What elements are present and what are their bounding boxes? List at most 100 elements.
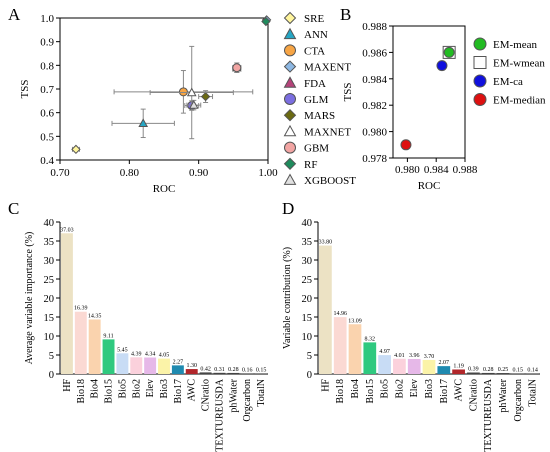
- y-tick-label: 0.5: [40, 131, 54, 143]
- legend-label-rf: RF: [304, 159, 317, 171]
- bar-bio3: [158, 358, 170, 374]
- chart-b-ensemble-roc-tss: 0.978 0.980 0.982 0.984 0.986 0.988 0.980 0.984…: [342, 21, 546, 192]
- y-tick-label: 0: [307, 370, 312, 381]
- legend-label-fda: FDA: [304, 78, 326, 90]
- y-tick-label: 25: [302, 275, 313, 286]
- category-label: CNratio: [201, 379, 212, 411]
- bar-awc: [452, 369, 465, 374]
- x-tick-label: 0.70: [50, 167, 70, 179]
- category-label: Bio18: [335, 379, 346, 403]
- bar-value-label: 9.11: [103, 333, 113, 339]
- y-axis-label: TSS: [19, 80, 31, 99]
- point-gbm: [232, 63, 242, 73]
- bar-hf: [319, 245, 332, 374]
- legend-marker-fda: [283, 76, 297, 88]
- bar-value-label: 0.15: [256, 367, 267, 373]
- bar-value-label: 4.01: [394, 353, 405, 359]
- plot-frame: [59, 17, 269, 161]
- bar-value-label: 1.30: [186, 363, 197, 369]
- bar-value-label: 5.45: [117, 347, 128, 353]
- y-tick-label: 25: [44, 275, 55, 286]
- x-tick-label: 0.90: [189, 167, 209, 179]
- bar-phwater: [227, 372, 240, 374]
- legend-label-mars: MARS: [304, 110, 335, 122]
- bar-bio2: [130, 357, 143, 374]
- bar-bio17: [171, 365, 184, 374]
- category-label: phWater: [228, 378, 239, 412]
- category-label: Bio3: [424, 379, 435, 398]
- y-tick-label: 5: [49, 351, 54, 362]
- bar-textureusda: [481, 372, 495, 374]
- point-em-ca: [436, 60, 448, 72]
- legend-label-xgboost: XGBOOST: [304, 175, 356, 187]
- bar-bio4: [88, 319, 101, 374]
- legend-label-ann: ANN: [304, 29, 328, 41]
- bar-hf: [60, 233, 73, 374]
- point-em-median: [400, 139, 412, 151]
- point-xgboost: [188, 100, 199, 109]
- x-tick-label: 0.980: [395, 164, 420, 176]
- y-tick-label: 10: [302, 332, 313, 343]
- category-label: Bio3: [159, 379, 170, 398]
- bar-value-label: 0.16: [242, 367, 253, 373]
- x-axis-label: ROC: [153, 183, 176, 195]
- legend-marker-em-mean: [473, 37, 487, 51]
- bar-value-label: 33.80: [319, 240, 333, 246]
- legend-marker-gbm: [284, 141, 296, 154]
- bar-value-label: 13.09: [348, 318, 362, 324]
- y-tick-label: 30: [44, 256, 55, 267]
- bar-value-label: 0.15: [513, 367, 524, 373]
- y-axis-label: TSS: [342, 83, 354, 102]
- legend-marker-xgboost: [283, 173, 297, 185]
- legend-label-cta: CTA: [304, 45, 325, 57]
- bar-orgcarbon: [241, 373, 254, 374]
- bar-orgcarbon: [511, 373, 525, 374]
- y-tick-label: 40: [302, 218, 313, 229]
- x-tick-label: 0.988: [453, 164, 478, 176]
- y-tick-label: 0.6: [40, 108, 54, 120]
- bar-value-label: 14.35: [88, 313, 102, 319]
- legend-label-gbm: GBM: [304, 143, 329, 155]
- bar-value-label: 16.39: [74, 306, 88, 312]
- bar-phwater: [496, 373, 510, 374]
- y-tick-label: 0.988: [362, 21, 387, 33]
- category-label: Bio4: [350, 379, 361, 398]
- bar-textureusda: [213, 372, 226, 374]
- legend-label-em-mean: EM-mean: [493, 39, 537, 51]
- category-label: TEXTUREUSDA: [214, 378, 225, 452]
- bar-totaln: [255, 373, 268, 374]
- y-tick-label: 15: [44, 313, 55, 324]
- bar-bio18: [74, 311, 87, 374]
- legend-marker-maxent: [283, 60, 297, 73]
- legend-marker-rf: [283, 157, 297, 171]
- category-label: Bio15: [365, 379, 376, 403]
- category-label: phWater: [498, 378, 509, 412]
- legend-label-maxnet: MAXNET: [304, 126, 351, 138]
- bar-bio15: [363, 342, 377, 374]
- x-tick-label: 0.80: [120, 167, 140, 179]
- plot-frame: [392, 25, 466, 159]
- category-label: Bio17: [439, 379, 450, 403]
- legend-label-em-wmean: EM-wmean: [493, 58, 545, 70]
- y-tick-label: 15: [302, 313, 313, 324]
- bar-value-label: 37.03: [60, 227, 74, 233]
- y-tick-label: 0: [49, 370, 54, 381]
- bar-value-label: 0.14: [527, 367, 538, 373]
- legend-label-maxent: MAXENT: [304, 62, 351, 74]
- legend-label-sre: SRE: [304, 13, 324, 25]
- y-tick-label: 40: [44, 218, 55, 229]
- category-label: AWC: [187, 379, 198, 402]
- bar-bio2: [393, 358, 406, 374]
- bar-value-label: 4.39: [131, 351, 142, 357]
- category-label: TotalN: [528, 379, 539, 407]
- legend-marker-glm: [284, 93, 296, 105]
- bar-elev: [144, 357, 157, 374]
- legend-marker-em-median: [473, 93, 487, 106]
- bar-value-label: 0.25: [498, 367, 509, 373]
- legend-label-glm: GLM: [304, 94, 329, 106]
- legend-label-em-ca: EM-ca: [493, 76, 523, 88]
- x-tick-label: 1.00: [258, 167, 278, 179]
- y-axis-label: Average variable importance (%): [24, 232, 35, 365]
- legend-marker-sre: [283, 11, 297, 25]
